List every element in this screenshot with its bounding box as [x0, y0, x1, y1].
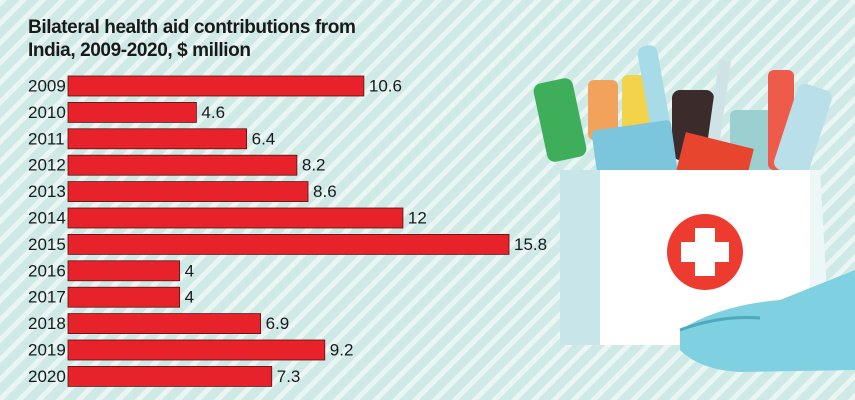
value-label: 8.6 [313, 182, 337, 201]
bar [68, 155, 297, 175]
value-label: 10.6 [369, 76, 402, 95]
category-label: 2012 [28, 156, 66, 175]
bar [68, 234, 509, 254]
category-label: 2014 [28, 208, 66, 227]
bar [68, 208, 403, 228]
bar [68, 340, 325, 360]
chart-title: Bilateral health aid contributions from … [28, 16, 368, 62]
value-label: 8.2 [302, 156, 326, 175]
value-label: 6.4 [252, 129, 276, 148]
bar [68, 182, 308, 202]
value-label: 6.9 [266, 314, 290, 333]
category-label: 2018 [28, 314, 66, 333]
category-label: 2019 [28, 340, 66, 359]
bar [68, 102, 196, 122]
category-label: 2010 [28, 103, 66, 122]
category-label: 2011 [28, 129, 65, 148]
bar [68, 129, 247, 149]
bar [68, 261, 180, 281]
bar [68, 287, 180, 307]
value-label: 15.8 [514, 235, 547, 254]
category-label: 2009 [28, 76, 66, 95]
bar [68, 76, 364, 96]
category-label: 2013 [28, 182, 66, 201]
value-label: 4 [185, 261, 194, 280]
category-label: 2020 [28, 367, 66, 386]
bar [68, 314, 261, 334]
page: {"chart_data": {"type": "bar", "orientat… [0, 0, 855, 400]
value-label: 4.6 [201, 103, 225, 122]
category-label: 2017 [28, 288, 66, 307]
value-label: 12 [408, 208, 427, 227]
value-label: 9.2 [330, 340, 354, 359]
value-label: 7.3 [277, 367, 301, 386]
value-label: 4 [185, 288, 194, 307]
category-label: 2015 [28, 235, 66, 254]
bar [68, 366, 272, 386]
category-label: 2016 [28, 261, 66, 280]
